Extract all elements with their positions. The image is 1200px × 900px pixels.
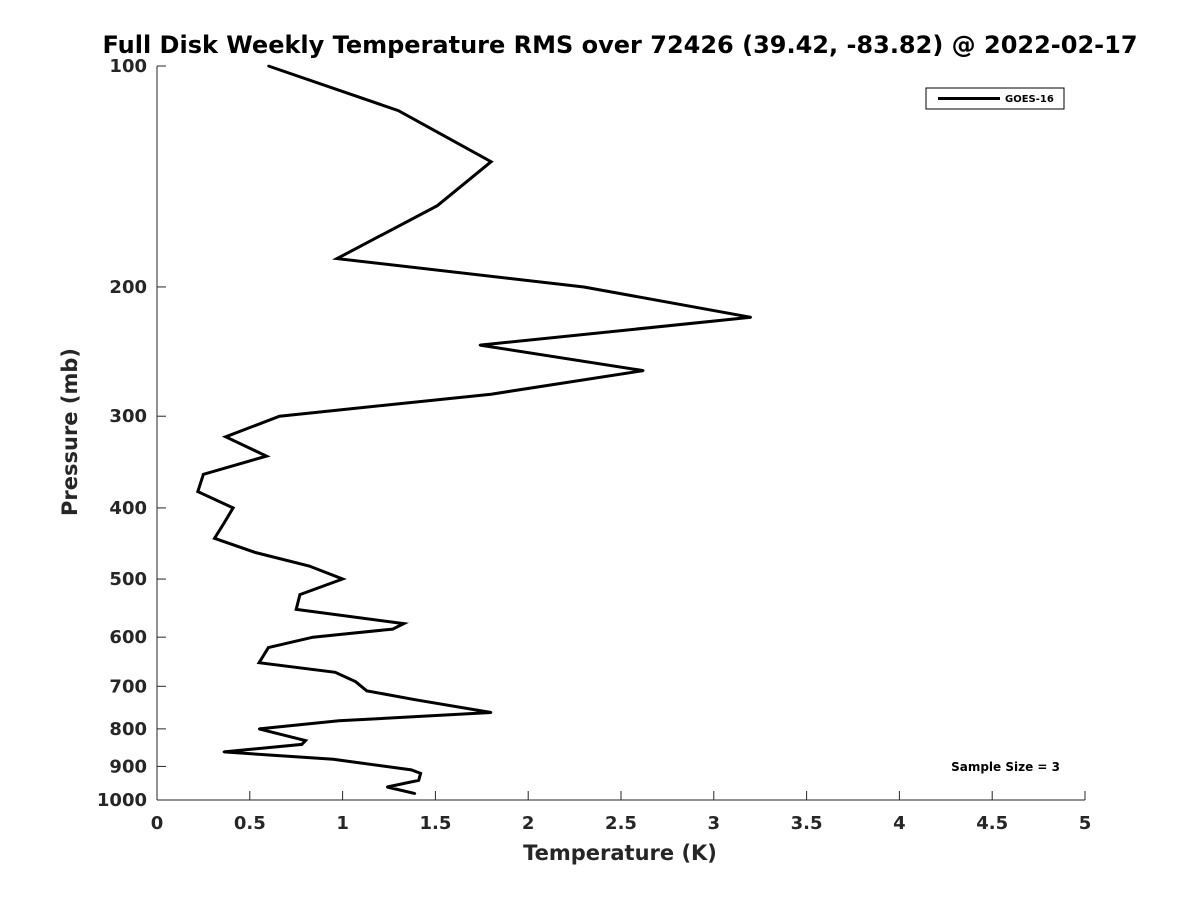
chart-title: Full Disk Weekly Temperature RMS over 72…: [102, 31, 1137, 59]
y-tick-label: 300: [109, 406, 147, 427]
data-point: [334, 671, 337, 674]
data-point: [202, 473, 205, 476]
data-point: [265, 454, 268, 458]
data-point: [413, 698, 417, 701]
legend-entry: GOES-16: [1005, 94, 1054, 105]
data-point: [410, 768, 413, 772]
data-point: [489, 711, 493, 714]
x-axis-label: Temperature (K): [523, 841, 717, 865]
y-tick-label: 600: [109, 627, 147, 648]
data-point: [397, 109, 400, 112]
data-point: [489, 393, 493, 396]
y-tick-label: 900: [109, 756, 147, 777]
data-point: [354, 680, 357, 683]
data-point: [335, 257, 339, 260]
data-point: [300, 743, 303, 746]
axes: 0 0.5 1 1.5 2 2.5 3 3.5 4 4.5 5 100 200 300 400 500 600 7…: [97, 56, 1091, 834]
data-point: [267, 64, 270, 68]
data-point: [478, 343, 482, 347]
legend: GOES-16: [925, 87, 1065, 110]
x-tick-label: 1.5: [419, 813, 451, 834]
data-point: [582, 285, 586, 289]
data-point: [749, 316, 753, 319]
data-point: [337, 719, 341, 722]
y-tick-label: 100: [109, 56, 147, 77]
data-point: [231, 506, 235, 510]
data-point: [224, 435, 227, 438]
data-point: [489, 160, 493, 163]
x-tick-label: 3.5: [791, 813, 823, 834]
plot-area: [195, 64, 753, 796]
data-point: [254, 551, 257, 554]
y-tick-label: 700: [109, 676, 147, 697]
data-point: [196, 490, 199, 493]
data-point: [332, 758, 335, 761]
data-point: [419, 772, 422, 775]
data-point: [642, 369, 645, 372]
data-point: [417, 779, 420, 782]
data-point: [402, 622, 405, 625]
x-tick-label: 1: [336, 813, 349, 834]
data-point: [257, 727, 261, 731]
data-point: [341, 577, 344, 581]
data-point: [257, 661, 261, 664]
data-point: [213, 537, 216, 540]
data-point: [295, 608, 298, 611]
data-point: [413, 792, 417, 795]
y-axis-label: Pressure (mb): [58, 348, 82, 516]
x-tick-label: 0: [151, 813, 164, 834]
x-tick-label: 2: [522, 813, 535, 834]
sample-size-note: Sample Size = 3: [951, 760, 1060, 774]
y-tick-label: 1000: [97, 790, 147, 811]
x-tick-label: 2.5: [605, 813, 637, 834]
data-point: [391, 627, 394, 631]
y-tick-label: 500: [109, 569, 147, 590]
data-point: [385, 785, 389, 789]
data-point: [308, 564, 311, 568]
data-point: [222, 750, 225, 754]
series-line-goes-16: [195, 64, 752, 796]
y-tick-label: 200: [109, 277, 147, 298]
y-tick-label: 400: [109, 498, 147, 519]
data-point: [365, 689, 368, 692]
x-tick-label: 0.5: [234, 813, 266, 834]
data-point: [278, 415, 281, 418]
data-point: [267, 646, 270, 649]
data-point: [436, 204, 439, 207]
data-point: [298, 593, 302, 596]
x-tick-label: 5: [1079, 813, 1092, 834]
x-tick-label: 4: [893, 813, 906, 834]
x-tick-label: 3: [708, 813, 721, 834]
data-point: [222, 522, 225, 525]
y-tick-label: 800: [109, 719, 147, 740]
data-point: [311, 636, 315, 639]
x-tick-label: 4.5: [976, 813, 1008, 834]
data-point: [304, 739, 307, 742]
